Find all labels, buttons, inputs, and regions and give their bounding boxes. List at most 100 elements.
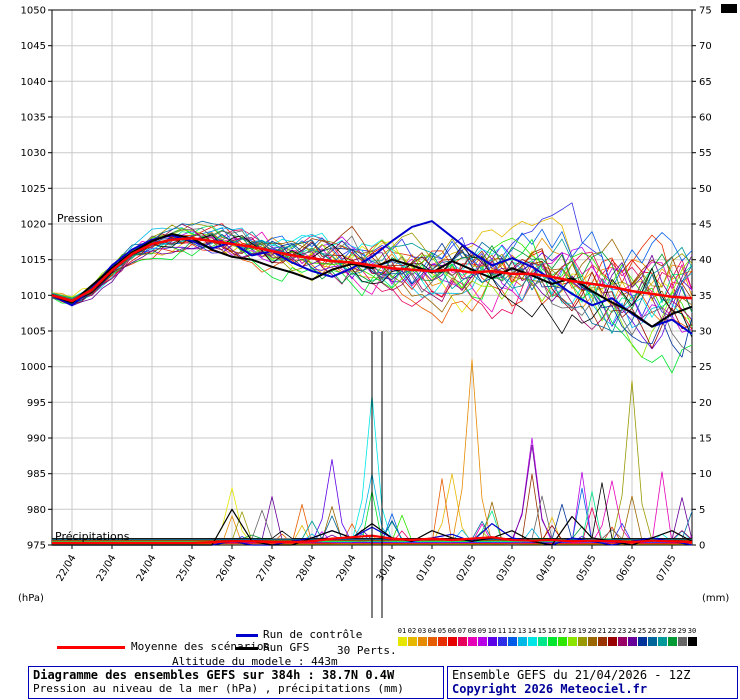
perts-count-label: 30 Perts. [337, 644, 397, 657]
member-number: 26 [647, 627, 657, 635]
svg-text:5: 5 [699, 505, 705, 516]
svg-text:1015: 1015 [21, 255, 46, 266]
gfs-line-sample [236, 647, 258, 650]
member-number: 27 [657, 627, 667, 635]
chart-title: Diagramme des ensembles GEFS sur 384h : … [33, 668, 395, 682]
member-legend-item: 25 [637, 627, 647, 646]
member-number: 07 [457, 627, 467, 635]
svg-text:Pression: Pression [57, 212, 103, 225]
member-color-legend: 01 02 03 04 05 06 [397, 627, 697, 646]
member-legend-item: 18 [567, 627, 577, 646]
member-number: 19 [577, 627, 587, 635]
member-color-swatch [527, 637, 537, 646]
member-number: 21 [597, 627, 607, 635]
svg-text:1025: 1025 [21, 184, 46, 195]
svg-text:1050: 1050 [21, 6, 46, 17]
svg-text:1030: 1030 [21, 148, 46, 159]
member-number: 11 [497, 627, 507, 635]
member-color-swatch [447, 637, 457, 646]
mean-line-sample [57, 646, 125, 649]
model-altitude-note: Altitude du modele : 443m [172, 655, 338, 668]
svg-text:985: 985 [27, 469, 46, 480]
member-color-swatch [687, 637, 697, 646]
svg-text:1020: 1020 [21, 220, 46, 231]
member-color-swatch [677, 637, 687, 646]
member-number: 13 [517, 627, 527, 635]
member-color-swatch [617, 637, 627, 646]
svg-text:40: 40 [699, 255, 712, 266]
member-number: 04 [427, 627, 437, 635]
copyright: Copyright 2026 Meteociel.fr [452, 682, 648, 696]
member-color-swatch [407, 637, 417, 646]
ensemble-mean-pressure-line [51, 237, 693, 303]
member-color-swatch [667, 637, 677, 646]
svg-text:1000: 1000 [21, 362, 46, 373]
svg-text:70: 70 [699, 41, 712, 52]
member-number: 24 [627, 627, 637, 635]
member-color-swatch [487, 637, 497, 646]
pressure-axis-labels: 975 980 985 990 995 1000 1005 1010 1015 1020 1025 1… [18, 6, 52, 604]
svg-text:1005: 1005 [21, 327, 46, 338]
member-color-swatch [657, 637, 667, 646]
svg-text:975: 975 [27, 541, 46, 552]
member-color-swatch [427, 637, 437, 646]
member-legend-item: 07 [457, 627, 467, 646]
member-legend-item: 21 [597, 627, 607, 646]
svg-text:0: 0 [699, 541, 705, 552]
control-line-label: Run de contrôle [263, 628, 363, 641]
ensemble-chart: 975 980 985 990 995 1000 1005 1010 1015 1020 1025 1… [18, 4, 737, 618]
member-color-swatch [547, 637, 557, 646]
svg-text:Précipitations: Précipitations [55, 530, 130, 543]
control-line-sample [236, 634, 258, 637]
member-number: 05 [437, 627, 447, 635]
member-legend-item: 28 [667, 627, 677, 646]
chart-title-box: Diagramme des ensembles GEFS sur 384h : … [28, 666, 444, 699]
member-number: 14 [527, 627, 537, 635]
svg-text:75: 75 [699, 6, 712, 17]
mean-line-label: Moyenne des scénarios [131, 640, 271, 653]
svg-text:30: 30 [699, 327, 712, 338]
member-color-swatch [577, 637, 587, 646]
svg-text:20: 20 [699, 398, 712, 409]
member-legend-item: 13 [517, 627, 527, 646]
member-legend-item: 03 [417, 627, 427, 646]
member-legend-item: 09 [477, 627, 487, 646]
member-color-swatch [597, 637, 607, 646]
member-legend-item: 10 [487, 627, 497, 646]
svg-text:(hPa): (hPa) [18, 593, 44, 604]
member-legend-item: 30 [687, 627, 697, 646]
member-color-swatch [517, 637, 527, 646]
svg-text:995: 995 [27, 398, 46, 409]
gfs-run-pressure-line [51, 233, 693, 328]
svg-text:35: 35 [699, 291, 712, 302]
member-color-swatch [647, 637, 657, 646]
member-legend-item: 16 [547, 627, 557, 646]
member-number: 20 [587, 627, 597, 635]
member-legend-item: 23 [617, 627, 627, 646]
member-legend-item: 02 [407, 627, 417, 646]
svg-text:55: 55 [699, 148, 712, 159]
svg-text:50: 50 [699, 184, 712, 195]
member-number: 01 [397, 627, 407, 635]
svg-text:15: 15 [699, 434, 712, 445]
svg-text:60: 60 [699, 113, 712, 124]
svg-text:1010: 1010 [21, 291, 46, 302]
member-legend-item: 08 [467, 627, 477, 646]
member-legend-item: 17 [557, 627, 567, 646]
member-legend-item: 20 [587, 627, 597, 646]
member-legend-item: 11 [497, 627, 507, 646]
run-info-box: Ensemble GEFS du 21/04/2026 - 12Z Copyri… [447, 666, 738, 699]
member-legend-item: 06 [447, 627, 457, 646]
member-color-swatch [537, 637, 547, 646]
gfs-line-label: Run GFS [263, 641, 310, 654]
member-number: 17 [557, 627, 567, 635]
member-legend-item: 19 [577, 627, 587, 646]
member-number: 23 [617, 627, 627, 635]
member-legend-item: 29 [677, 627, 687, 646]
member-legend-item: 24 [627, 627, 637, 646]
member-color-swatch [497, 637, 507, 646]
member-number: 10 [487, 627, 497, 635]
svg-text:980: 980 [27, 505, 46, 516]
svg-text:10: 10 [699, 469, 712, 480]
member-number: 16 [547, 627, 557, 635]
